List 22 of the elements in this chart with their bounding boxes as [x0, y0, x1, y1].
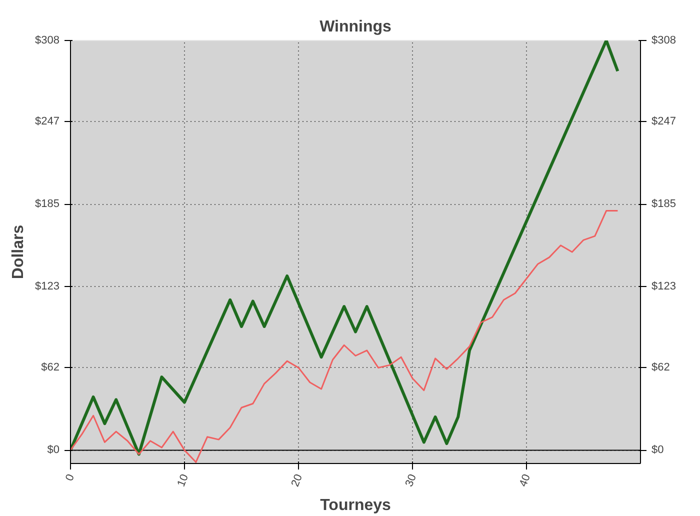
line-series: [70, 40, 620, 456]
x-tick-label: 20: [289, 472, 306, 488]
y-tick-label: $123: [35, 280, 60, 293]
y-tick-label: $185: [35, 198, 60, 210]
y2-tick-label: $247: [652, 116, 676, 128]
y2-tick-label: $308: [652, 34, 676, 46]
y-tick-label: $247: [35, 116, 60, 128]
y-tick-label: $62: [41, 362, 60, 374]
x-tick-label: 0: [64, 472, 78, 483]
y-axis-title: Dollars: [10, 224, 28, 280]
y-tick-label: $308: [35, 34, 60, 46]
y2-tick-label: $123: [652, 280, 676, 293]
y2-tick-label: $62: [652, 362, 670, 374]
y-tick-label: $0: [47, 444, 60, 456]
line-series: [70, 210, 618, 463]
x-tick-label: 10: [175, 472, 192, 488]
y2-tick-label: $0: [652, 444, 664, 456]
chart-title: Winnings: [320, 18, 392, 36]
x-tick-label: 30: [403, 472, 420, 488]
x-tick-label: 40: [517, 472, 534, 488]
y2-tick-label: $185: [652, 198, 676, 210]
x-axis-title: Tourneys: [320, 496, 392, 514]
